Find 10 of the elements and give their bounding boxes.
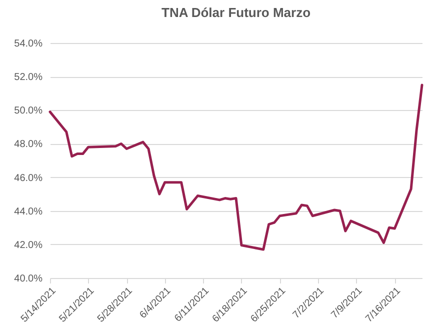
chart-title: TNA Dólar Futuro Marzo [161,5,311,20]
y-tick-label: 44.0% [14,206,43,218]
y-tick-label: 42.0% [14,240,43,251]
y-tick-label: 54.0% [14,38,43,50]
y-tick-label: 48.0% [14,139,43,150]
y-tick-label: 50.0% [14,106,43,117]
y-tick-label: 52.0% [14,72,43,84]
y-tick-label: 46.0% [14,172,43,184]
y-tick-label: 40.0% [14,274,43,284]
line-series [48,84,424,251]
